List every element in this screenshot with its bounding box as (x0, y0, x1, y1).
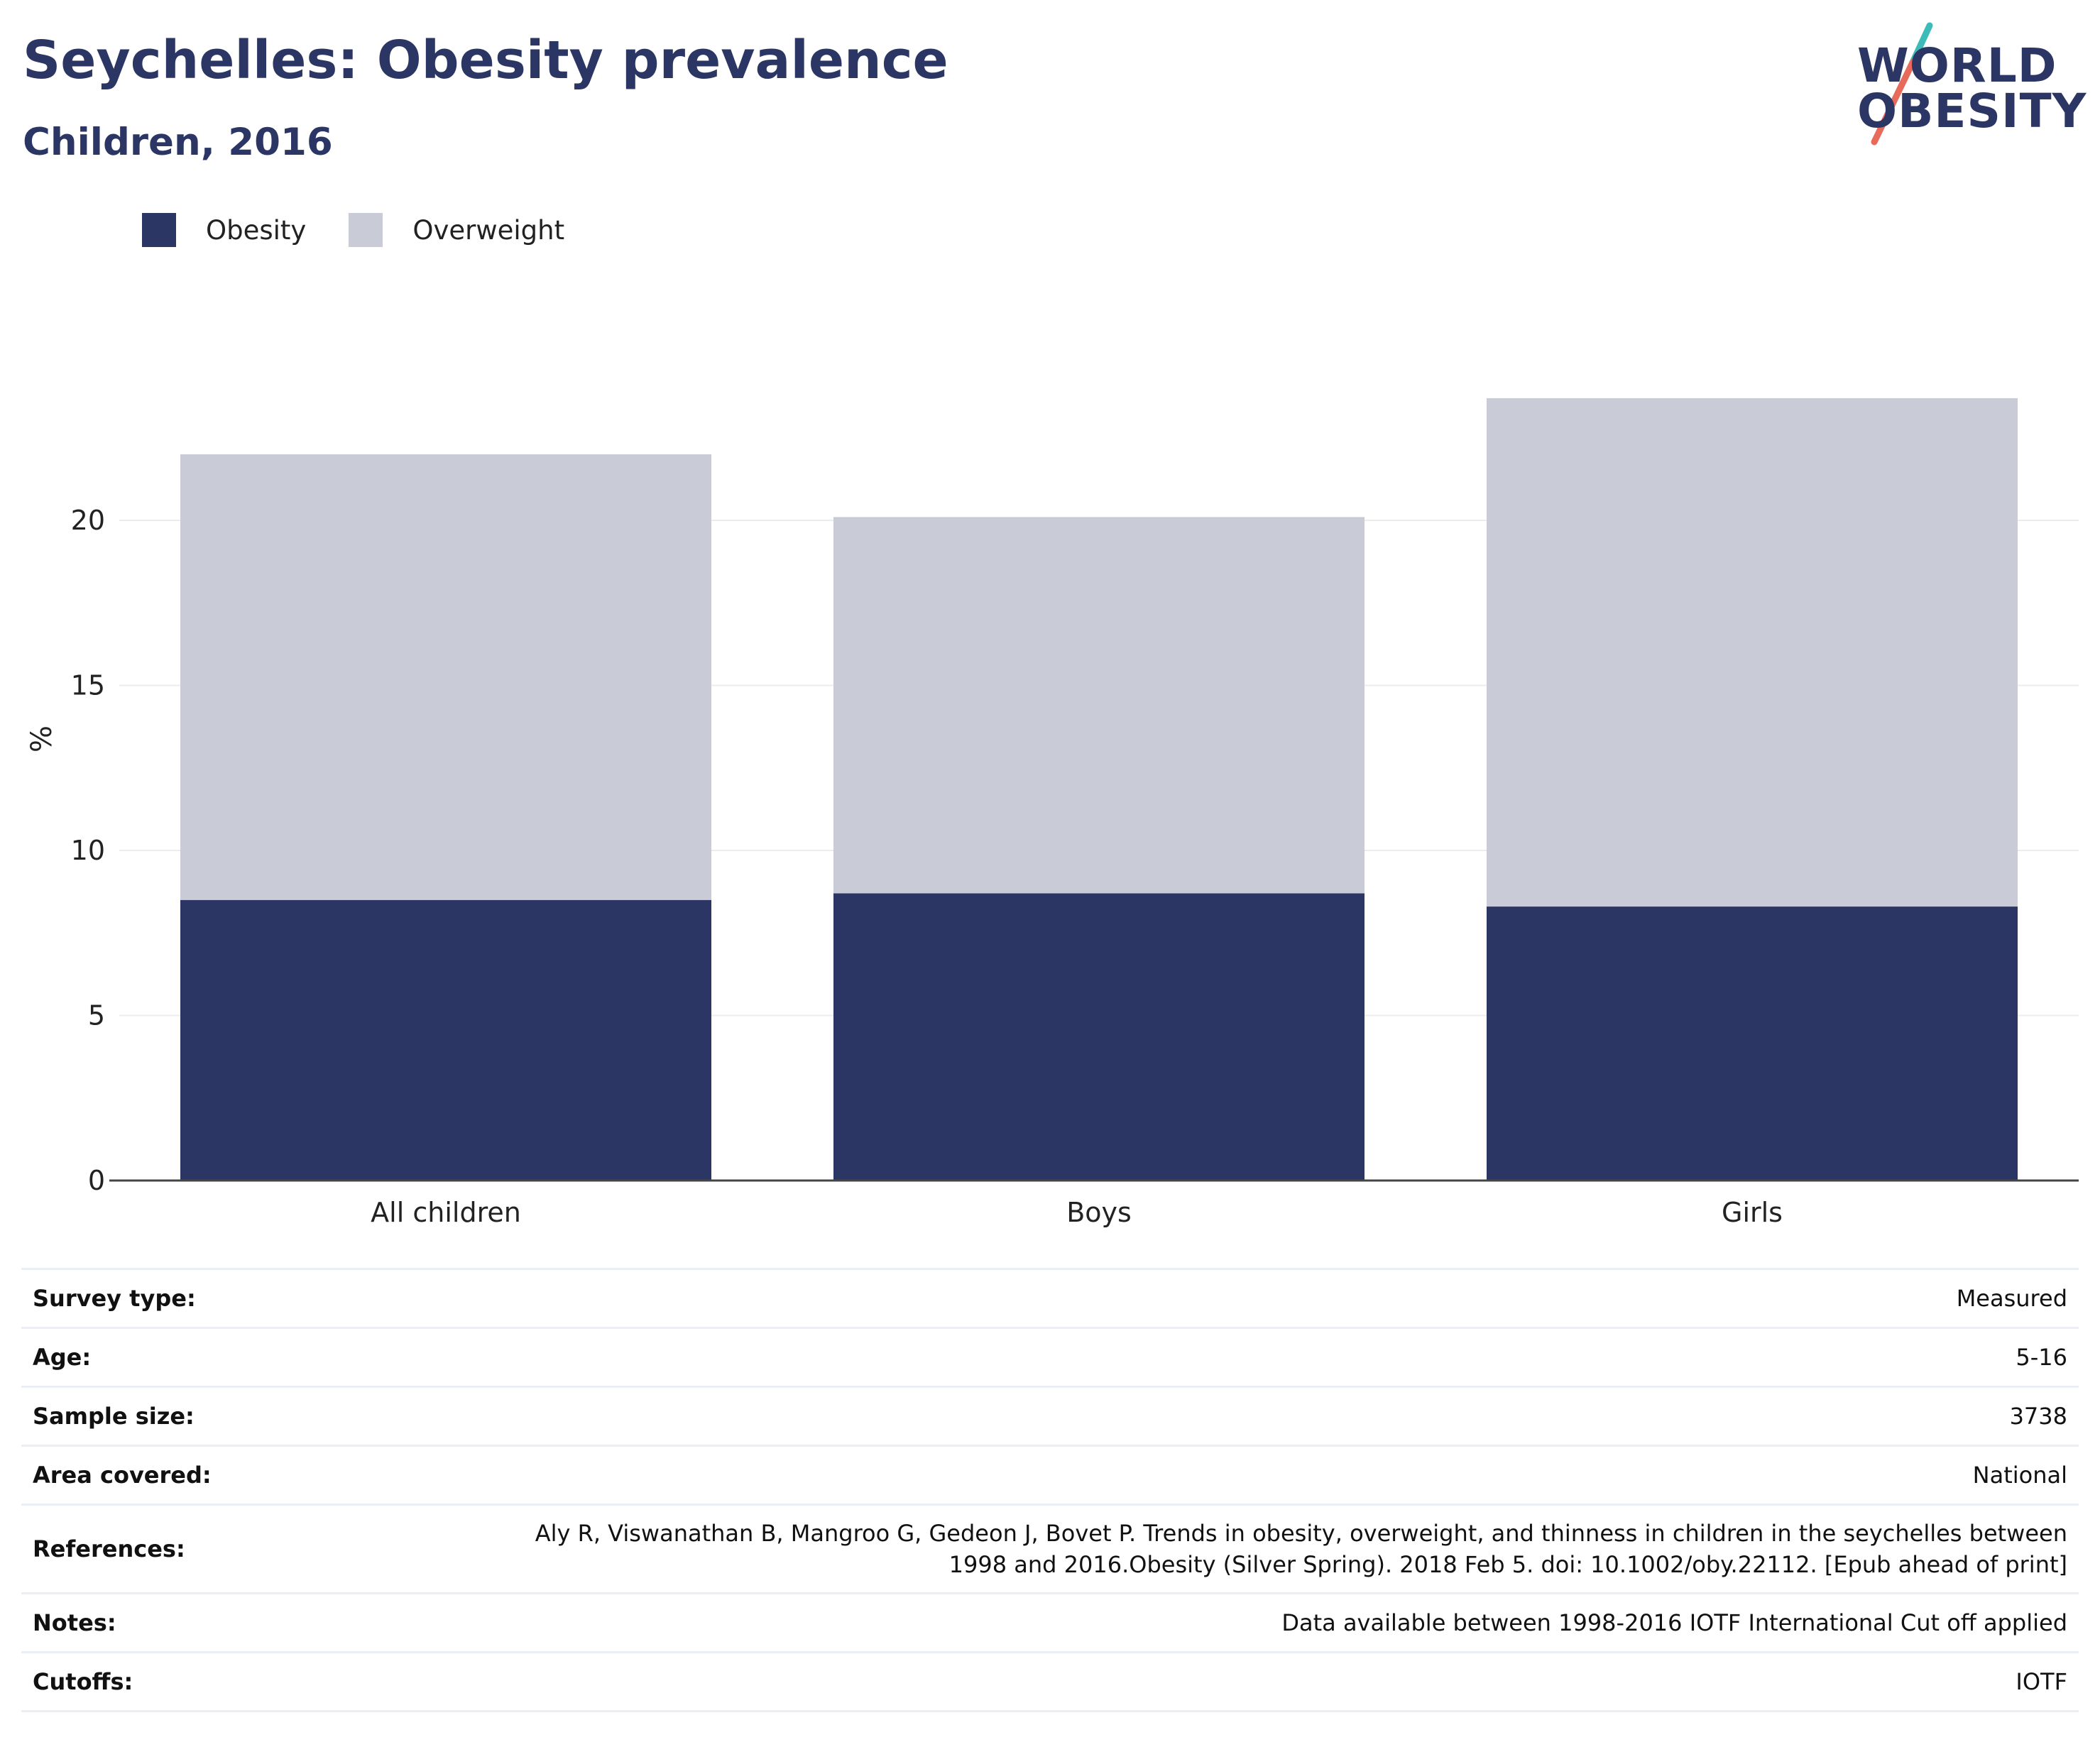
legend-item-overweight[interactable]: Overweight (349, 213, 564, 247)
info-row: References: Aly R, Viswanathan B, Mangroo… (21, 1504, 2079, 1594)
info-value: IOTF (470, 1651, 2079, 1712)
info-label: Survey type: (21, 1268, 470, 1328)
info-row: Notes: Data available between 1998-2016 I… (21, 1592, 2079, 1653)
bar-obesity-boys (833, 893, 1365, 1181)
info-label: Notes: (21, 1592, 470, 1653)
logo-text-obesity: OBESITY (1857, 84, 2087, 138)
legend-swatch-overweight (349, 213, 383, 247)
info-row: Sample size: 3738 (21, 1386, 2079, 1446)
info-row: Cutoffs: IOTF (21, 1651, 2079, 1712)
bar-overweight-girls (1487, 398, 2018, 907)
legend-item-obesity[interactable]: Obesity (142, 213, 306, 247)
info-label: References: (21, 1504, 470, 1594)
x-tick-label: All children (371, 1197, 521, 1228)
bar-overweight-all-children (180, 454, 711, 900)
info-value: Measured (470, 1268, 2079, 1328)
bar-overweight-boys (833, 517, 1365, 894)
y-tick-label: 0 (88, 1165, 105, 1196)
info-label: Cutoffs: (21, 1651, 470, 1712)
info-value: 5-16 (470, 1327, 2079, 1387)
info-row: Age: 5-16 (21, 1327, 2079, 1387)
info-label: Area covered: (21, 1445, 470, 1505)
logo-slash-icon (1871, 22, 1933, 146)
survey-info-table: Survey type: Measured Age: 5-16 Sample size:… (21, 1268, 2079, 1712)
world-obesity-logo: WORLD OBESITY (1846, 21, 2086, 149)
info-value: Aly R, Viswanathan B, Mangroo G, Gedeon … (470, 1504, 2079, 1594)
logo-text-world: WORLD (1857, 38, 2057, 93)
y-tick-label: 5 (88, 1000, 105, 1031)
legend-label-overweight: Overweight (412, 214, 565, 246)
info-value: 3738 (470, 1386, 2079, 1446)
x-tick-label: Boys (1066, 1197, 1132, 1228)
bar-obesity-girls (1487, 907, 2018, 1181)
legend-label-obesity: Obesity (206, 214, 307, 246)
bar-chart: 0 5 10 15 20 All children Boys Girls (71, 398, 2079, 1228)
y-tick-label: 15 (71, 670, 105, 701)
info-value: National (470, 1445, 2079, 1505)
x-tick-label: Girls (1722, 1197, 1783, 1228)
y-tick-label: 20 (71, 505, 105, 536)
info-label: Age: (21, 1327, 470, 1387)
y-tick-label: 10 (71, 835, 105, 866)
info-row: Area covered: National (21, 1445, 2079, 1505)
chart-title: Seychelles: Obesity prevalence (23, 30, 948, 91)
info-value: Data available between 1998-2016 IOTF In… (470, 1592, 2079, 1653)
info-row: Survey type: Measured (21, 1268, 2079, 1328)
chart-legend: Obesity Overweight (142, 213, 607, 247)
bar-obesity-all-children (180, 899, 711, 1181)
chart-subtitle: Children, 2016 (23, 121, 333, 164)
info-label: Sample size: (21, 1386, 470, 1446)
legend-swatch-obesity (142, 213, 176, 247)
